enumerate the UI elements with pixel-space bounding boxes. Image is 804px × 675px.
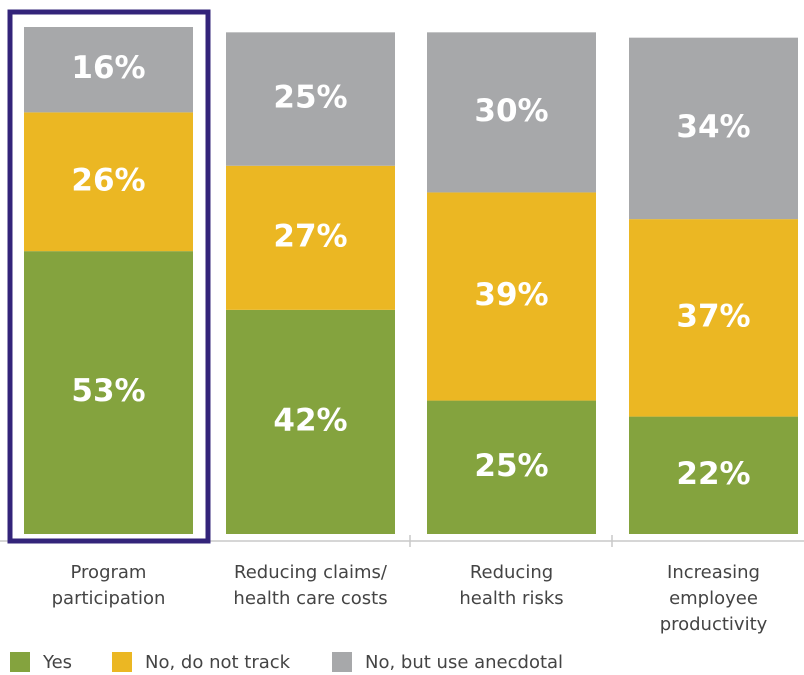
x-tick-label: Program participation: [51, 562, 166, 609]
bar-segment: [427, 400, 596, 534]
bar-segment: [24, 112, 193, 252]
bar-segment: [24, 27, 193, 113]
legend-swatch: [332, 652, 352, 672]
value-label: 27%: [273, 218, 347, 254]
value-label: 37%: [676, 298, 750, 334]
bar-segment: [226, 165, 395, 310]
value-label: 42%: [273, 402, 347, 438]
legend-swatch: [112, 652, 132, 672]
highlight-box: [7, 9, 211, 544]
bar-segment: [226, 309, 395, 534]
bar-segment: [629, 416, 798, 534]
legend-label: Yes: [42, 652, 72, 673]
legend-swatch: [10, 652, 30, 672]
bar-segment: [629, 219, 798, 417]
x-tick-label: Increasing employee productivity: [659, 562, 768, 635]
value-label: 53%: [71, 373, 145, 409]
legend-label: No, but use anecdotal: [365, 652, 563, 673]
bar-segment: [427, 192, 596, 401]
bar-segment: [427, 32, 596, 193]
value-label: 16%: [71, 50, 145, 86]
value-label: 39%: [474, 277, 548, 313]
value-label: 25%: [273, 80, 347, 116]
value-label: 25%: [474, 448, 548, 484]
bar-segment: [629, 37, 798, 220]
value-label: 22%: [676, 456, 750, 492]
legend-label: No, do not track: [145, 652, 291, 673]
bar-segment: [24, 251, 193, 534]
value-label: 30%: [474, 93, 548, 129]
x-tick-label: Reducing health risks: [459, 562, 564, 609]
x-tick-label: Reducing claims/ health care costs: [233, 562, 388, 609]
bar-segment: [226, 32, 395, 166]
value-label: 34%: [676, 109, 750, 145]
value-label: 26%: [71, 162, 145, 198]
